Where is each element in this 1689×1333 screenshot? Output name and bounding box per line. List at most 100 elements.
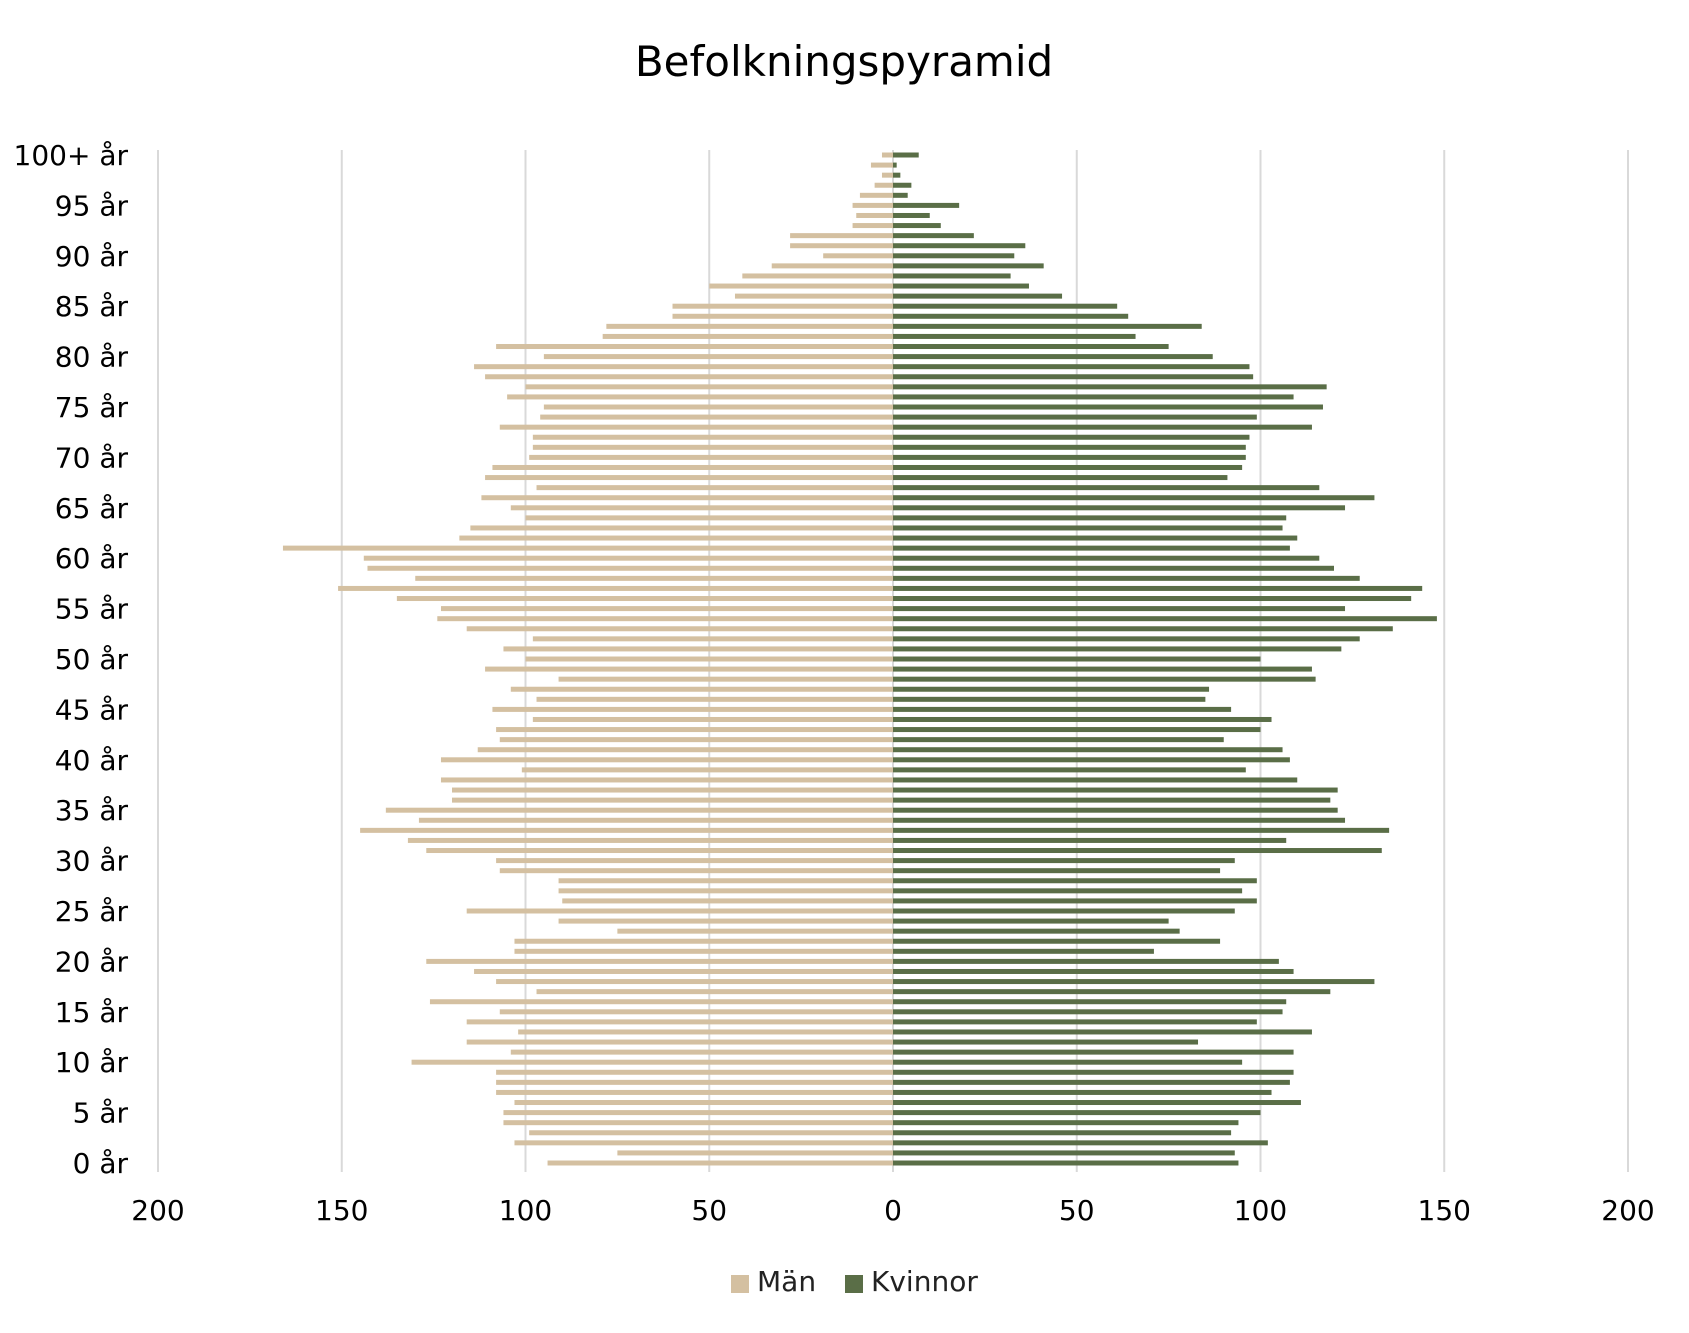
bar-kvinnor-26 <box>893 898 1257 904</box>
bar-man-53 <box>466 626 893 632</box>
bar-kvinnor-7 <box>893 1089 1272 1095</box>
bar-man-82 <box>602 333 893 339</box>
bar-kvinnor-81 <box>893 344 1169 350</box>
bar-kvinnor-71 <box>893 444 1246 450</box>
bar-man-88 <box>742 273 893 279</box>
bar-kvinnor-49 <box>893 666 1312 672</box>
x-tick-label: 100 <box>499 1194 552 1227</box>
bar-man-22 <box>514 938 893 944</box>
bar-man-83 <box>606 323 893 329</box>
bar-kvinnor-93 <box>893 223 941 229</box>
bar-man-54 <box>437 616 893 622</box>
bar-man-85 <box>672 303 893 309</box>
bar-kvinnor-28 <box>893 878 1257 884</box>
bar-man-91 <box>790 243 893 249</box>
bar-man-12 <box>466 1039 893 1045</box>
bar-kvinnor-72 <box>893 434 1250 440</box>
bar-man-86 <box>734 293 893 299</box>
bar-kvinnor-9 <box>893 1069 1294 1075</box>
bar-kvinnor-77 <box>893 384 1327 390</box>
x-tick-label: 150 <box>315 1194 368 1227</box>
bar-kvinnor-90 <box>893 253 1015 259</box>
bar-man-42 <box>499 737 893 743</box>
bar-kvinnor-67 <box>893 485 1320 491</box>
bar-kvinnor-97 <box>893 182 912 188</box>
y-tick-label: 40 år <box>55 744 129 777</box>
bar-man-23 <box>617 928 893 934</box>
bar-man-93 <box>852 223 893 229</box>
bar-kvinnor-29 <box>893 868 1221 874</box>
bar-man-63 <box>470 525 893 531</box>
x-tick-label: 0 <box>884 1194 902 1227</box>
bar-man-31 <box>426 848 893 854</box>
bar-man-97 <box>874 182 893 188</box>
bar-kvinnor-62 <box>893 535 1298 541</box>
bar-man-41 <box>477 747 893 753</box>
bar-man-36 <box>452 797 893 803</box>
bar-kvinnor-33 <box>893 827 1390 833</box>
series-kvinnor-bars <box>893 152 1437 1166</box>
y-tick-label: 35 år <box>55 794 129 827</box>
bar-kvinnor-85 <box>893 303 1118 309</box>
bar-man-48 <box>558 676 893 682</box>
bar-kvinnor-46 <box>893 696 1206 702</box>
bar-man-28 <box>558 878 893 884</box>
bar-kvinnor-6 <box>893 1100 1301 1106</box>
bar-man-62 <box>459 535 893 541</box>
bar-man-58 <box>415 575 893 581</box>
y-tick-label: 0 år <box>73 1147 129 1180</box>
y-tick-label: 30 år <box>55 845 129 878</box>
bar-kvinnor-74 <box>893 414 1257 420</box>
bar-kvinnor-40 <box>893 757 1290 763</box>
bar-man-29 <box>499 868 893 874</box>
bar-kvinnor-80 <box>893 354 1213 360</box>
y-tick-label: 95 år <box>55 189 129 222</box>
bar-man-47 <box>510 686 893 692</box>
bar-kvinnor-75 <box>893 404 1323 410</box>
bar-man-73 <box>499 424 893 430</box>
bar-man-66 <box>481 495 893 501</box>
bar-man-61 <box>282 545 893 551</box>
y-tick-label: 25 år <box>55 895 129 928</box>
bar-kvinnor-12 <box>893 1039 1199 1045</box>
bar-kvinnor-57 <box>893 585 1423 591</box>
bar-man-46 <box>536 696 893 702</box>
bar-kvinnor-47 <box>893 686 1210 692</box>
bar-man-37 <box>452 787 893 793</box>
bar-kvinnor-24 <box>893 918 1169 924</box>
bar-man-84 <box>672 313 893 319</box>
x-tick-label: 50 <box>1059 1194 1095 1227</box>
bar-kvinnor-23 <box>893 928 1180 934</box>
legend-swatch-man <box>731 1275 749 1293</box>
bar-man-59 <box>367 565 894 571</box>
bar-kvinnor-16 <box>893 999 1287 1005</box>
bar-man-45 <box>492 706 893 712</box>
y-tick-label: 60 år <box>55 542 129 575</box>
bar-kvinnor-4 <box>893 1120 1239 1126</box>
bar-kvinnor-50 <box>893 656 1261 662</box>
y-tick-label: 70 år <box>55 441 129 474</box>
bar-man-8 <box>496 1079 893 1085</box>
bar-kvinnor-64 <box>893 515 1287 521</box>
bar-man-32 <box>407 837 893 843</box>
bar-man-49 <box>485 666 893 672</box>
bar-man-55 <box>440 606 893 612</box>
bar-kvinnor-13 <box>893 1029 1312 1035</box>
bar-kvinnor-68 <box>893 475 1228 481</box>
bar-kvinnor-31 <box>893 848 1382 854</box>
bar-man-67 <box>536 485 893 491</box>
x-tick-label: 50 <box>691 1194 727 1227</box>
bar-kvinnor-79 <box>893 364 1250 370</box>
bar-man-33 <box>360 827 893 833</box>
bar-kvinnor-19 <box>893 968 1294 974</box>
bar-man-0 <box>547 1160 893 1166</box>
bar-kvinnor-65 <box>893 505 1346 511</box>
bar-man-99 <box>870 162 893 168</box>
bar-man-39 <box>521 767 893 773</box>
bar-kvinnor-48 <box>893 676 1316 682</box>
bar-man-96 <box>859 192 893 198</box>
bar-kvinnor-30 <box>893 858 1235 864</box>
bar-kvinnor-42 <box>893 737 1224 743</box>
bar-man-10 <box>411 1059 893 1065</box>
x-tick-label: 150 <box>1418 1194 1471 1227</box>
